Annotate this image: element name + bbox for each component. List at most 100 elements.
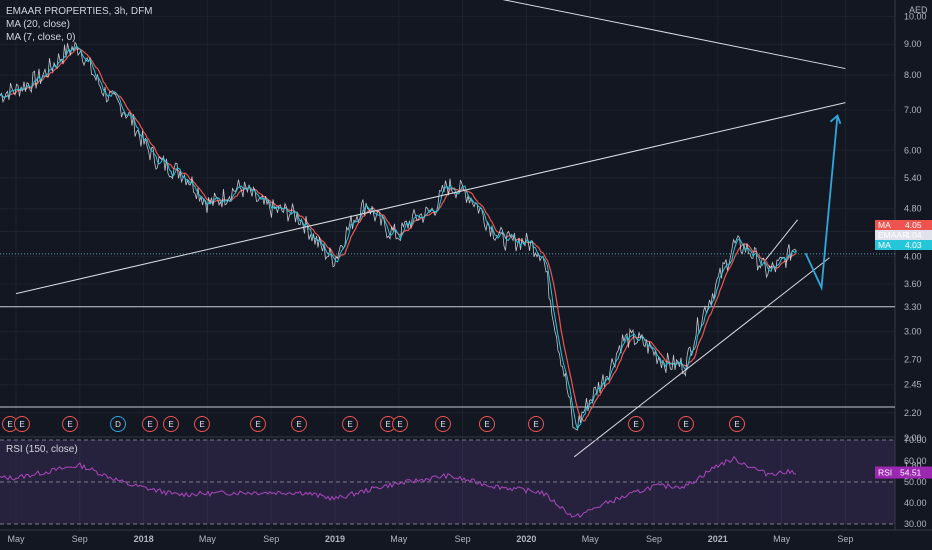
price-axis[interactable]: 11.0010.009.008.007.006.005.404.804.404.… bbox=[904, 0, 928, 529]
time-tick-label: 2021 bbox=[708, 534, 728, 544]
event-circle bbox=[62, 416, 78, 432]
price-tag: MA 4.05 bbox=[875, 220, 932, 230]
rsi-tick-label: 70.00 bbox=[904, 435, 927, 445]
event-circle bbox=[194, 416, 210, 432]
event-circle bbox=[291, 416, 307, 432]
event-marker-d: D bbox=[110, 416, 126, 432]
event-label: E bbox=[385, 420, 390, 429]
event-label: E bbox=[199, 420, 204, 429]
price-tick-label: 7.00 bbox=[904, 105, 922, 115]
price-tag-value: 4.03 bbox=[905, 240, 922, 250]
event-label: E bbox=[347, 420, 352, 429]
time-tick-label: May bbox=[7, 534, 25, 544]
time-tick-label: Sep bbox=[455, 534, 471, 544]
ma20-legend[interactable]: MA (20, close) bbox=[6, 19, 70, 30]
time-axis[interactable]: May Sep 2018 May Sep 2019 May Sep 2020 May Sep 2021… bbox=[7, 534, 853, 544]
price-tick-label: 1.80 bbox=[904, 460, 922, 470]
event-label: E bbox=[683, 420, 688, 429]
price-tick-label: 3.30 bbox=[904, 302, 922, 312]
event-label: E bbox=[734, 420, 739, 429]
event-marker-e: E bbox=[528, 416, 544, 432]
event-marker-e: E bbox=[163, 416, 179, 432]
event-circle bbox=[729, 416, 745, 432]
trendline bbox=[15, 102, 846, 295]
price-tick-label: 4.80 bbox=[904, 204, 922, 214]
event-marker-e: E bbox=[2, 416, 18, 432]
price-tag-label: MA bbox=[878, 220, 891, 230]
price-tag-label: MA bbox=[878, 240, 891, 250]
event-label: E bbox=[168, 420, 173, 429]
price-tick-label: 3.00 bbox=[904, 327, 922, 337]
time-tick-label: Sep bbox=[263, 534, 279, 544]
rsi-legend[interactable]: RSI (150, close) bbox=[6, 444, 78, 455]
event-circle bbox=[163, 416, 179, 432]
event-circle bbox=[435, 416, 451, 432]
event-label: E bbox=[147, 420, 152, 429]
price-tag-label: EMAAR bbox=[878, 230, 908, 240]
price-tag-value: 4.05 bbox=[905, 220, 922, 230]
currency-label: AED bbox=[909, 5, 928, 15]
event-marker-e: E bbox=[435, 416, 451, 432]
trendline bbox=[502, 0, 846, 70]
symbol-legend[interactable]: EMAAR PROPERTIES, 3h, DFM bbox=[6, 6, 153, 17]
price-tick-label: 6.00 bbox=[904, 145, 922, 155]
trendline bbox=[765, 219, 798, 261]
time-tick-label: Sep bbox=[837, 534, 853, 544]
time-tick-label: May bbox=[773, 534, 791, 544]
event-circle bbox=[342, 416, 358, 432]
event-label: E bbox=[440, 420, 445, 429]
price-tick-label: 5.40 bbox=[904, 173, 922, 183]
event-label: E bbox=[19, 420, 24, 429]
rsi-tag-value: 54.51 bbox=[900, 468, 922, 478]
trendline-drawings bbox=[15, 0, 846, 458]
event-circle bbox=[14, 416, 30, 432]
event-circle bbox=[110, 416, 126, 432]
event-circle bbox=[528, 416, 544, 432]
event-circle bbox=[250, 416, 266, 432]
time-tick-label: 2019 bbox=[325, 534, 345, 544]
event-marker-e: E bbox=[479, 416, 495, 432]
rsi-line bbox=[0, 455, 797, 519]
rsi-tag-bg bbox=[875, 466, 932, 479]
price-tag-bg bbox=[875, 230, 932, 240]
price-tick-label: 2.45 bbox=[904, 380, 922, 390]
ma7-legend[interactable]: MA (7, close, 0) bbox=[6, 32, 76, 43]
projection-arrowhead bbox=[829, 114, 842, 124]
price-tick-label: 2.70 bbox=[904, 354, 922, 364]
price-series bbox=[0, 41, 895, 431]
time-tick-label: Sep bbox=[72, 534, 88, 544]
event-circle bbox=[628, 416, 644, 432]
event-marker-e: E bbox=[342, 416, 358, 432]
event-label: E bbox=[296, 420, 301, 429]
time-tick-label: Sep bbox=[646, 534, 662, 544]
rsi-pane bbox=[0, 439, 895, 525]
projection-arrow bbox=[804, 115, 839, 292]
price-tag-bg bbox=[875, 240, 932, 250]
event-marker-e: E bbox=[250, 416, 266, 432]
event-marker-e: E bbox=[142, 416, 158, 432]
event-label: D bbox=[115, 420, 121, 429]
event-marker-e: E bbox=[392, 416, 408, 432]
price-tick-label: 10.00 bbox=[904, 12, 927, 22]
event-marker-e: E bbox=[62, 416, 78, 432]
event-marker-e: E bbox=[729, 416, 745, 432]
rsi-tick-label: 50.00 bbox=[904, 477, 927, 487]
time-tick-label: May bbox=[199, 534, 217, 544]
event-marker-e: E bbox=[678, 416, 694, 432]
time-tick-label: May bbox=[582, 534, 600, 544]
price-tick-label: 2.00 bbox=[904, 433, 922, 443]
event-circle bbox=[678, 416, 694, 432]
event-label: E bbox=[533, 420, 538, 429]
event-label: E bbox=[484, 420, 489, 429]
price-tick-label: 9.00 bbox=[904, 39, 922, 49]
horizontal-levels bbox=[0, 306, 895, 408]
time-tick-label: May bbox=[390, 534, 408, 544]
rsi-tick-label: 40.00 bbox=[904, 498, 927, 508]
time-tick-label: 2018 bbox=[134, 534, 154, 544]
event-circle bbox=[142, 416, 158, 432]
rsi-tag: RSI 54.51 bbox=[875, 466, 932, 479]
